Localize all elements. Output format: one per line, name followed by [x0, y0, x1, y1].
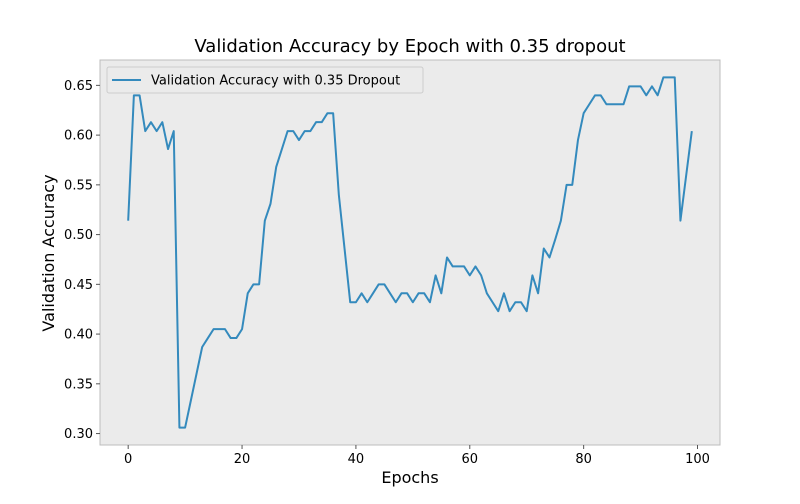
- y-tick-label: 0.40: [64, 328, 93, 343]
- x-tick-label: 60: [462, 452, 479, 467]
- legend-label: Validation Accuracy with 0.35 Dropout: [151, 74, 400, 89]
- y-tick-label: 0.30: [64, 427, 93, 442]
- x-axis: 0 20 40 60 80 100: [124, 445, 710, 467]
- y-tick-label: 0.65: [64, 79, 93, 94]
- y-tick-label: 0.35: [64, 377, 93, 392]
- series-line: [127, 76, 693, 429]
- y-tick-label: 0.60: [64, 129, 93, 144]
- legend: Validation Accuracy with 0.35 Dropout: [106, 66, 424, 94]
- x-axis-label: Epochs: [381, 468, 438, 487]
- x-tick-label: 100: [685, 452, 710, 467]
- y-axis-label: Validation Accuracy: [39, 174, 58, 331]
- series-group: [127, 76, 693, 429]
- x-tick-label: 0: [124, 452, 132, 467]
- y-tick-label: 0.50: [64, 228, 93, 243]
- plot-area: [99, 59, 721, 446]
- y-tick-label: 0.55: [64, 178, 93, 193]
- x-tick-label: 20: [234, 452, 251, 467]
- legend-box: [106, 66, 424, 94]
- y-tick-label: 0.45: [64, 278, 93, 293]
- x-tick-label: 80: [575, 452, 592, 467]
- x-tick-label: 40: [348, 452, 365, 467]
- y-axis: 0.30 0.35 0.40 0.45 0.50 0.55 0.60 0.65: [64, 79, 100, 442]
- chart-title: Validation Accuracy by Epoch with 0.35 d…: [194, 36, 625, 57]
